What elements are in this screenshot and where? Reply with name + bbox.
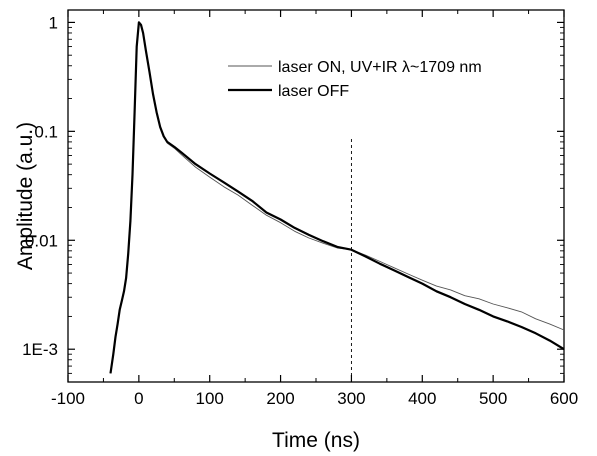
axis-tick-labels: -100 0 100 200 300 400 500 600 1E-3 0.01 0.1 1 [22, 13, 578, 408]
x-tick-label: 400 [408, 389, 436, 408]
y-axis-title: Amplitude (a.u.) [14, 122, 37, 270]
x-tick-label: 500 [479, 389, 507, 408]
y-tick-label: 1E-3 [22, 340, 58, 359]
series-line-2 [109, 21, 565, 374]
series-group [109, 21, 565, 374]
legend: laser ON, UV+IR λ~1709 nm laser OFF [228, 59, 482, 100]
axis-ticks [67, 10, 565, 382]
legend-label-2: laser OFF [278, 83, 349, 100]
x-tick-label: 200 [266, 389, 294, 408]
x-tick-label: 600 [550, 389, 578, 408]
legend-label-1: laser ON, UV+IR λ~1709 nm [278, 59, 482, 76]
x-tick-label: 0 [134, 389, 143, 408]
y-tick-label: 1 [49, 13, 58, 32]
x-tick-label: -100 [51, 389, 85, 408]
x-tick-label: 100 [196, 389, 224, 408]
x-axis-title: Time (ns) [272, 429, 360, 452]
x-tick-label: 300 [337, 389, 365, 408]
y-tick-label: 0.01 [25, 231, 58, 250]
y-tick-label: 0.1 [34, 122, 58, 141]
